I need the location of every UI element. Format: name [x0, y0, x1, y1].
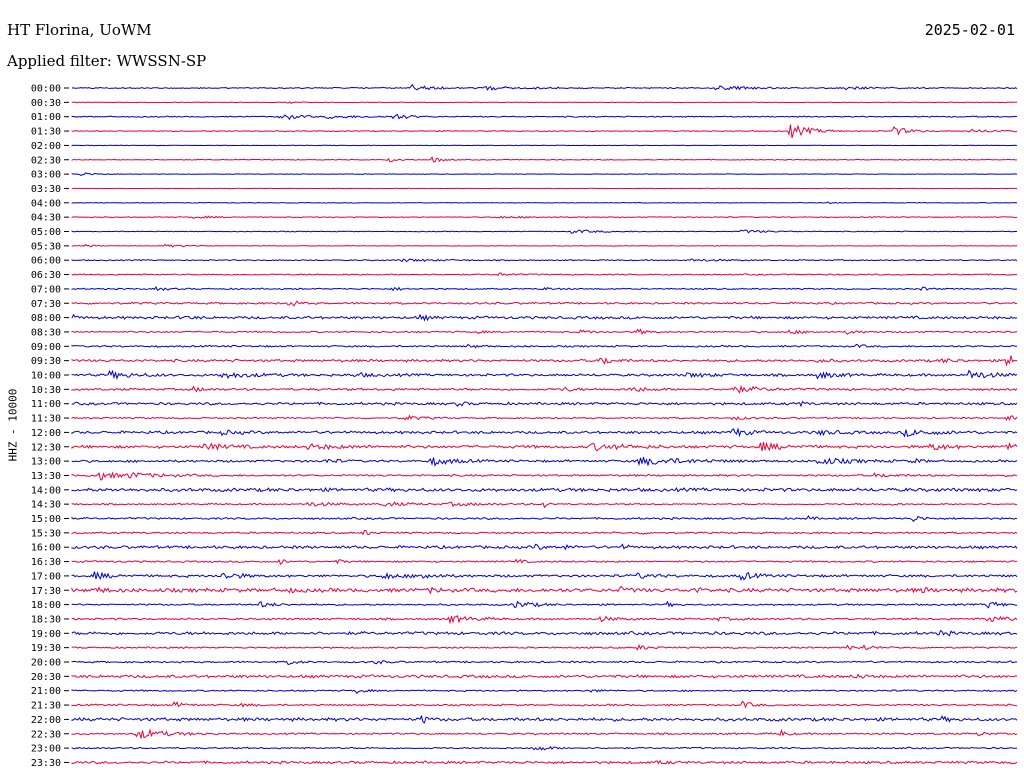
trace-1630: [71, 558, 1018, 565]
trace-0430: [71, 215, 1018, 220]
row-time-label: 21:30: [31, 701, 61, 712]
row-time-label: 00:00: [31, 84, 61, 95]
trace-1300: [71, 456, 1018, 467]
row-time-label: 20:00: [31, 658, 61, 669]
trace-1100: [71, 400, 1018, 408]
row-time-label: 02:00: [31, 141, 61, 152]
record-date: 2025-02-01: [924, 21, 1015, 39]
trace-1400: [71, 487, 1018, 493]
row-time-label: 00:30: [31, 98, 61, 109]
row-time-label: 08:00: [31, 313, 61, 324]
row-time-label: 21:00: [31, 686, 61, 697]
row-time-label: 22:00: [31, 715, 61, 726]
row-time-label: 01:00: [31, 112, 61, 123]
trace-0730: [71, 300, 1018, 307]
trace-0600: [71, 258, 1018, 263]
trace-1800: [71, 600, 1018, 609]
trace-1600: [71, 543, 1018, 551]
trace-0400: [71, 201, 1018, 204]
row-time-label: 13:30: [31, 471, 61, 482]
row-time-label: 14:00: [31, 485, 61, 496]
row-time-label: 22:30: [31, 729, 61, 740]
row-time-label: 07:30: [31, 299, 61, 310]
row-time-label: 15:00: [31, 514, 61, 525]
row-time-label: 03:00: [31, 170, 61, 181]
trace-0030: [71, 101, 1018, 105]
trace-1230: [71, 441, 1018, 452]
row-time-label: 04:00: [31, 198, 61, 209]
row-time-label: 08:30: [31, 327, 61, 338]
trace-2000: [71, 660, 1018, 665]
trace-0000: [71, 83, 1018, 91]
trace-1730: [71, 585, 1018, 595]
row-time-label: 09:30: [31, 356, 61, 367]
row-time-label: 06:00: [31, 256, 61, 267]
row-time-label: 16:30: [31, 557, 61, 568]
trace-2130: [71, 700, 1018, 709]
row-time-label: 01:30: [31, 127, 61, 138]
trace-0900: [71, 343, 1018, 349]
trace-1330: [71, 471, 1018, 481]
trace-0230: [71, 156, 1018, 163]
trace-1130: [71, 414, 1018, 421]
trace-2030: [71, 673, 1018, 679]
row-time-label: 05:00: [31, 227, 61, 238]
trace-2100: [71, 688, 1018, 695]
trace-1700: [71, 571, 1018, 581]
trace-0630: [71, 272, 1018, 277]
trace-0930: [71, 355, 1018, 367]
row-time-label: 19:30: [31, 643, 61, 654]
row-time-label: 02:30: [31, 155, 61, 166]
trace-0800: [71, 313, 1018, 322]
row-time-label: 14:30: [31, 500, 61, 511]
trace-1000: [71, 369, 1018, 381]
row-time-label: 06:30: [31, 270, 61, 281]
row-time-label: 10:00: [31, 371, 61, 382]
station-title: HT Florina, UoWM: [7, 21, 152, 39]
filter-label: Applied filter: WWSSN-SP: [7, 52, 207, 70]
row-time-label: 10:30: [31, 385, 61, 396]
trace-1900: [71, 629, 1018, 637]
row-time-label: 17:00: [31, 571, 61, 582]
row-time-label: 17:30: [31, 586, 61, 597]
trace-2300: [71, 745, 1018, 751]
trace-2200: [71, 714, 1018, 724]
trace-1030: [71, 384, 1018, 394]
row-time-label: 13:00: [31, 457, 61, 468]
row-time-label: 18:00: [31, 600, 61, 611]
row-time-label: 04:30: [31, 213, 61, 224]
trace-1430: [71, 501, 1018, 509]
trace-1830: [71, 614, 1018, 625]
trace-0100: [71, 113, 1018, 121]
trace-0300: [71, 172, 1018, 176]
trace-1500: [71, 515, 1018, 523]
row-time-label: 03:30: [31, 184, 61, 195]
trace-1530: [71, 529, 1018, 536]
row-time-label: 23:30: [31, 758, 61, 769]
row-time-label: 15:30: [31, 528, 61, 539]
row-time-label: 11:30: [31, 414, 61, 425]
row-time-label: 11:00: [31, 399, 61, 410]
row-time-label: 09:00: [31, 342, 61, 353]
row-time-label: 18:30: [31, 614, 61, 625]
trace-1930: [71, 643, 1018, 651]
trace-2330: [71, 759, 1018, 765]
trace-2230: [71, 728, 1018, 739]
trace-0830: [71, 328, 1018, 336]
row-time-label: 16:00: [31, 543, 61, 554]
trace-0200: [71, 144, 1018, 147]
row-time-label: 23:00: [31, 744, 61, 755]
row-time-label: 12:00: [31, 428, 61, 439]
trace-0700: [71, 285, 1018, 292]
trace-1200: [71, 427, 1018, 438]
row-time-label: 19:00: [31, 629, 61, 640]
trace-0130: [71, 124, 1018, 139]
trace-0500: [71, 229, 1018, 234]
row-time-label: 07:00: [31, 284, 61, 295]
trace-0530: [71, 243, 1018, 248]
row-time-label: 05:30: [31, 241, 61, 252]
row-time-label: 20:30: [31, 672, 61, 683]
row-time-label: 12:30: [31, 442, 61, 453]
